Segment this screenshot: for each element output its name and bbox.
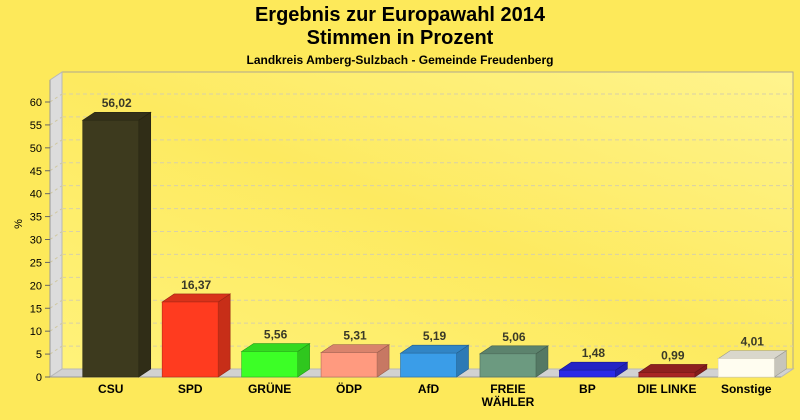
- x-tick-label: SPD: [178, 382, 203, 396]
- data-label: 4,01: [741, 335, 765, 349]
- bar-front: [320, 352, 378, 378]
- bar-top: [717, 350, 788, 359]
- data-label: 5,31: [343, 329, 367, 343]
- gridline: [49, 345, 63, 355]
- gridline: [49, 185, 63, 195]
- bar-freie-wähler: [478, 345, 549, 378]
- x-tick-label: ÖDP: [336, 381, 362, 396]
- bar-side: [138, 111, 152, 378]
- y-tick-label: 20: [30, 280, 42, 292]
- gridline: [49, 231, 63, 240]
- y-tick-label: 55: [30, 120, 42, 132]
- bar-side: [217, 293, 231, 378]
- gridline: [49, 162, 63, 172]
- bar-front: [400, 352, 457, 378]
- bar-front: [717, 358, 775, 378]
- bar-top: [320, 344, 391, 353]
- x-tick-label: AfD: [418, 382, 440, 396]
- chart-title: Ergebnis zur Europawahl 2014: [254, 4, 546, 26]
- data-label: 16,37: [181, 278, 211, 292]
- x-tick-label: WÄHLER: [482, 394, 535, 409]
- bar-top: [240, 343, 311, 352]
- bar-top: [478, 345, 549, 355]
- data-label: 5,19: [423, 329, 447, 343]
- data-label: 5,56: [264, 328, 288, 342]
- x-tick-label: CSU: [98, 382, 123, 396]
- gridline: [49, 116, 63, 126]
- bar-front: [559, 369, 616, 378]
- y-tick-label: 60: [30, 97, 42, 109]
- y-axis-label: %: [13, 219, 25, 229]
- data-label: 56,02: [102, 96, 132, 110]
- chart-subtitle-location: Landkreis Amberg-Sulzbach - Gemeinde Fre…: [246, 53, 554, 67]
- bar-top: [637, 364, 708, 373]
- y-tick-label: 45: [30, 166, 42, 178]
- y-tick-label: 10: [30, 326, 42, 338]
- y-tick-label: 40: [30, 189, 42, 201]
- bar-csu: [81, 111, 152, 378]
- bar-afd: [399, 344, 470, 378]
- gridline: [49, 93, 63, 103]
- x-tick-label: FREIE: [490, 382, 525, 396]
- gridline: [49, 299, 63, 309]
- data-label: 5,06: [502, 330, 526, 344]
- data-label: 0,99: [661, 348, 685, 362]
- bar-sonstige: [717, 350, 788, 378]
- bar-spd: [161, 293, 232, 378]
- gridline: [49, 322, 63, 332]
- gridline: [49, 139, 63, 149]
- gridline: [49, 208, 63, 217]
- gridline: [49, 276, 63, 286]
- bar-die-linke: [637, 363, 708, 378]
- bar-top: [558, 361, 629, 371]
- bar-top: [161, 293, 232, 303]
- y-tick-label: 15: [30, 303, 42, 315]
- bar-front: [241, 351, 298, 378]
- y-tick-label: 5: [36, 349, 42, 361]
- bar-front: [82, 119, 140, 378]
- chart-subtitle-main: Stimmen in Prozent: [306, 27, 494, 49]
- bar-front: [161, 301, 219, 378]
- y-tick-label: 0: [36, 372, 42, 384]
- x-tick-label: DIE LINKE: [637, 382, 696, 396]
- data-label: 1,48: [582, 346, 606, 360]
- y-tick-label: 25: [30, 257, 42, 269]
- y-tick-label: 35: [30, 212, 42, 224]
- bar-front: [479, 353, 537, 378]
- x-tick-label: Sonstige: [721, 382, 772, 396]
- y-tick-label: 30: [30, 235, 42, 247]
- x-tick-label: BP: [579, 382, 596, 396]
- y-tick-label: 50: [30, 143, 42, 155]
- bar-top: [399, 344, 470, 354]
- gridline: [49, 254, 63, 263]
- x-tick-label: GRÜNE: [248, 381, 291, 396]
- bar-front: [638, 372, 696, 378]
- bar-ödp: [320, 344, 391, 378]
- bar-bp: [558, 361, 629, 378]
- bar-grüne: [240, 342, 311, 378]
- bar-top: [81, 111, 152, 121]
